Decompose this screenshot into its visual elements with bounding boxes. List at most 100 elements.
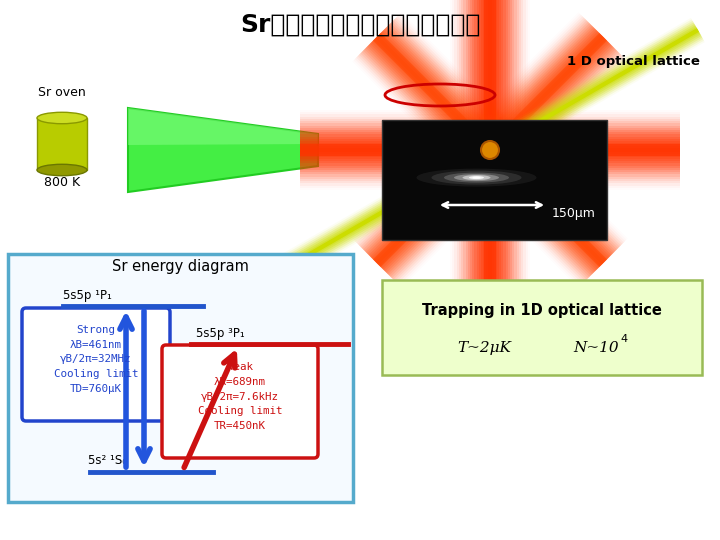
Polygon shape [300,139,680,161]
Polygon shape [361,22,618,278]
Polygon shape [361,21,620,280]
Bar [382,120,607,240]
Text: Strong
λB=461nm
γB/2π=32MHz
Cooling limit
TD=760μK: Strong λB=461nm γB/2π=32MHz Cooling limi… [54,325,138,394]
Text: 5s5p ³P₁: 5s5p ³P₁ [196,327,245,340]
Text: Sr原子のレーザー冷却とトラップ: Sr原子のレーザー冷却とトラップ [240,13,480,37]
Polygon shape [470,0,510,320]
Text: 5s5p ¹P₁: 5s5p ¹P₁ [63,289,112,302]
Polygon shape [363,23,617,277]
Polygon shape [279,25,701,274]
Polygon shape [374,34,606,266]
Polygon shape [300,148,680,152]
Polygon shape [300,134,680,166]
Text: N~10: N~10 [574,341,619,355]
Text: Sr energy diagram: Sr energy diagram [112,260,249,274]
FancyBboxPatch shape [8,254,353,502]
Polygon shape [300,143,680,157]
Polygon shape [484,0,496,320]
Polygon shape [128,108,318,192]
Polygon shape [459,0,521,320]
Polygon shape [277,21,703,279]
Polygon shape [485,0,495,320]
Polygon shape [366,26,614,274]
Polygon shape [456,0,523,320]
Polygon shape [468,0,512,320]
Polygon shape [474,0,505,320]
Polygon shape [282,29,698,272]
Polygon shape [479,0,501,320]
Polygon shape [300,146,680,154]
Polygon shape [373,33,607,267]
Polygon shape [300,144,680,156]
Circle shape [481,141,499,159]
Polygon shape [279,24,701,276]
Polygon shape [370,30,610,270]
Polygon shape [364,24,616,275]
Polygon shape [367,27,613,273]
Ellipse shape [37,164,87,176]
Text: T~2μK: T~2μK [457,341,511,355]
Polygon shape [373,33,607,267]
Polygon shape [280,27,700,273]
Text: Trapping in 1D optical lattice: Trapping in 1D optical lattice [422,303,662,318]
Ellipse shape [444,173,509,183]
Polygon shape [461,0,519,320]
Polygon shape [358,18,622,282]
Text: 4: 4 [621,334,628,344]
Polygon shape [358,18,622,282]
Polygon shape [483,0,497,320]
Text: 150μm: 150μm [552,206,596,219]
Polygon shape [276,19,704,281]
Text: Weak
λR=689nm
γB/2π=7.6kHz
Cooling limit
TR=450nK: Weak λR=689nm γB/2π=7.6kHz Cooling limit… [198,362,282,431]
Bar [37,118,87,170]
Polygon shape [369,29,611,272]
Polygon shape [366,26,614,274]
Polygon shape [359,19,621,281]
Ellipse shape [416,168,536,187]
Polygon shape [373,33,607,267]
Polygon shape [477,0,503,320]
FancyBboxPatch shape [382,280,702,375]
Text: 800 K: 800 K [44,176,80,188]
Ellipse shape [454,174,499,181]
Polygon shape [300,117,680,184]
Polygon shape [275,18,705,282]
Ellipse shape [37,112,87,124]
Text: Sr oven: Sr oven [38,85,86,98]
Polygon shape [466,0,515,320]
Polygon shape [300,119,680,181]
Polygon shape [300,128,680,172]
Polygon shape [481,0,499,320]
Polygon shape [372,31,608,268]
Polygon shape [367,27,613,273]
Polygon shape [361,22,618,278]
Polygon shape [376,36,605,265]
Polygon shape [372,31,608,268]
Polygon shape [487,0,492,320]
Polygon shape [464,0,517,320]
Ellipse shape [431,171,521,185]
Polygon shape [300,121,680,179]
Ellipse shape [469,176,484,179]
Polygon shape [128,108,318,145]
Polygon shape [300,123,680,177]
Polygon shape [300,137,680,163]
FancyBboxPatch shape [162,345,318,458]
FancyBboxPatch shape [22,308,170,421]
Ellipse shape [472,177,480,179]
Polygon shape [369,29,611,272]
Polygon shape [361,21,620,280]
Polygon shape [374,34,606,266]
Text: 5s² ¹S₀: 5s² ¹S₀ [88,454,127,467]
Polygon shape [300,126,680,174]
Polygon shape [281,28,699,272]
Polygon shape [359,19,621,281]
Ellipse shape [462,175,490,180]
Polygon shape [364,24,616,275]
Polygon shape [300,132,680,168]
Polygon shape [373,33,607,267]
Polygon shape [300,130,680,170]
Polygon shape [300,141,680,159]
Polygon shape [370,30,610,270]
Polygon shape [472,0,508,320]
